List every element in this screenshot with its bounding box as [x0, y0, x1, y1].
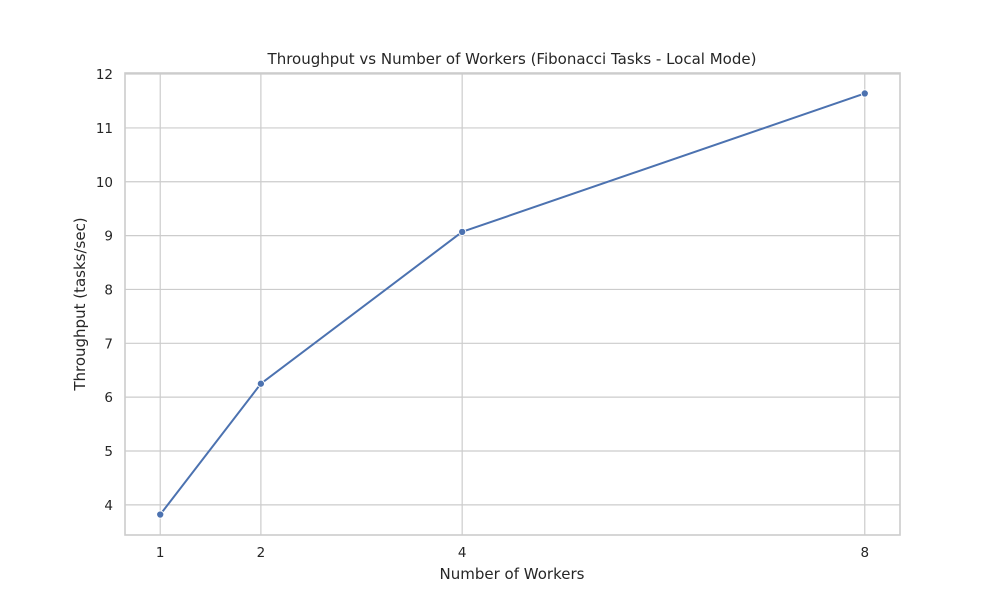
- y-tick-label: 8: [104, 282, 113, 298]
- y-tick-label: 7: [104, 336, 113, 352]
- series-layer: [156, 89, 869, 519]
- data-point: [256, 379, 265, 388]
- axes-spines: [124, 72, 901, 536]
- plot-background: [125, 73, 900, 535]
- chart-title: Throughput vs Number of Workers (Fibonac…: [267, 50, 757, 68]
- y-tick-label: 6: [104, 390, 113, 406]
- x-axis-label: Number of Workers: [440, 565, 585, 583]
- x-tick-label: 1: [156, 545, 165, 561]
- x-tick-label: 8: [860, 545, 869, 561]
- y-tick-label: 4: [104, 498, 113, 514]
- y-tick-label: 9: [104, 229, 113, 245]
- y-axis-label: Throughput (tasks/sec): [71, 217, 89, 391]
- y-tick-label: 5: [104, 444, 113, 460]
- series-line: [159, 92, 866, 516]
- x-tick-label: 2: [257, 545, 266, 561]
- y-tick-label: 12: [96, 67, 113, 83]
- axes-frame: [124, 72, 901, 536]
- data-point: [860, 89, 869, 98]
- grid-layer: [125, 73, 900, 535]
- data-point: [156, 510, 165, 519]
- y-tick-label: 11: [96, 121, 113, 137]
- x-tick-labels: 1 2 4 8: [156, 545, 869, 561]
- data-point: [458, 227, 467, 236]
- y-tick-label: 10: [96, 175, 113, 191]
- y-tick-labels: 4 5 6 7 8 9 10 11 12: [96, 67, 113, 514]
- x-tick-label: 4: [458, 545, 467, 561]
